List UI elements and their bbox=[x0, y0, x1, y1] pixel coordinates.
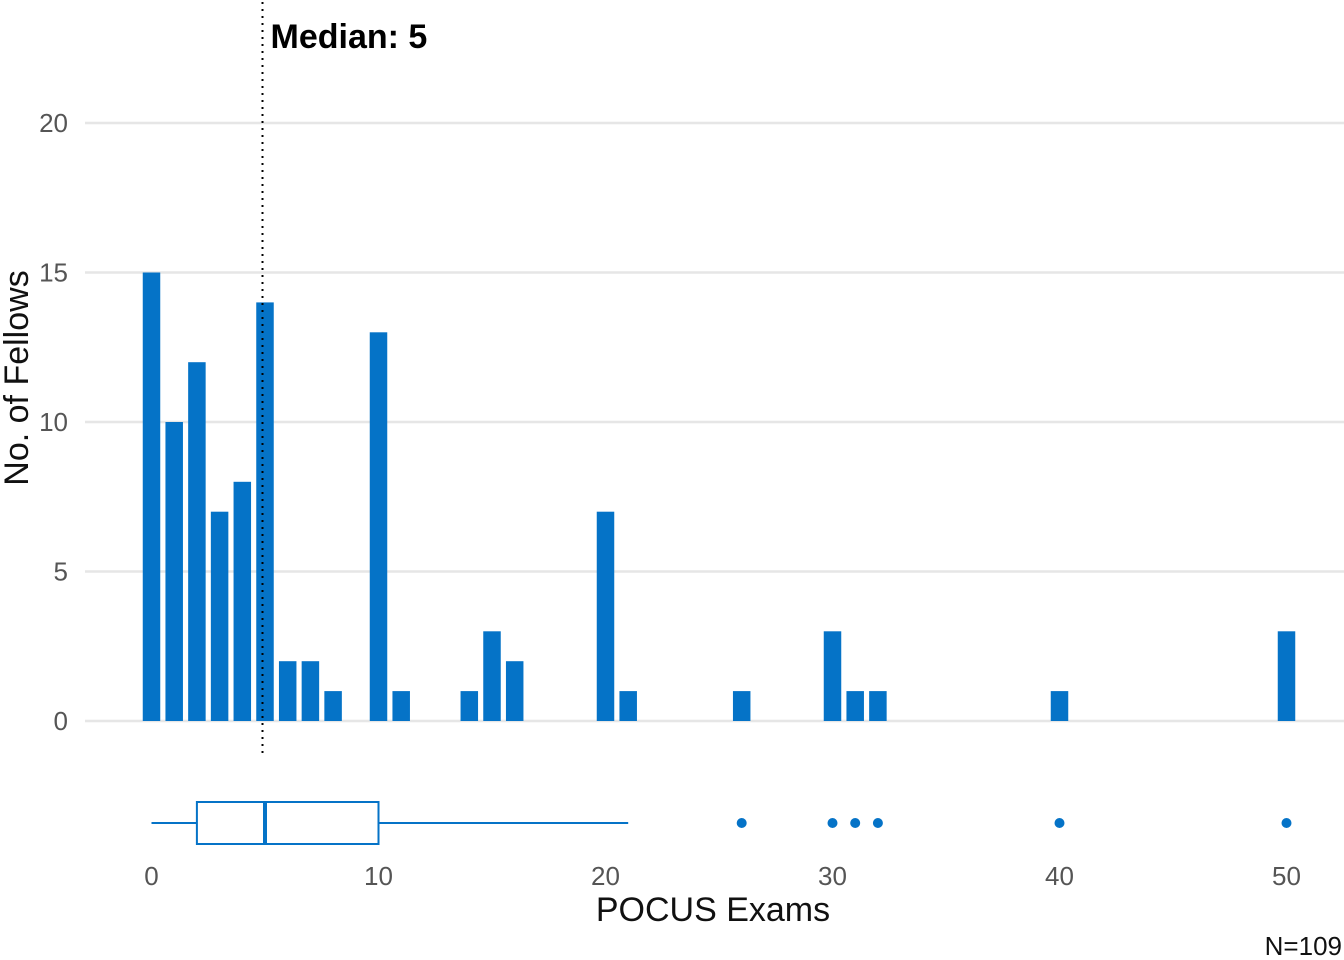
bar-x-40 bbox=[1050, 691, 1069, 721]
x-tick-label-30: 30 bbox=[818, 861, 847, 891]
bar-x-6 bbox=[278, 661, 297, 721]
x-axis-ticks: 0 10 20 30 40 50 bbox=[144, 861, 1301, 891]
boxplot-outlier-32 bbox=[872, 818, 883, 828]
bar-x-21 bbox=[619, 691, 637, 721]
y-axis-ticks: 0 5 10 15 20 bbox=[39, 108, 68, 736]
bar-x-0 bbox=[142, 272, 161, 721]
y-tick-label-15: 15 bbox=[39, 258, 68, 288]
y-tick-label-20: 20 bbox=[39, 108, 68, 138]
boxplot-outlier-40 bbox=[1054, 818, 1065, 828]
bar-x-4 bbox=[233, 481, 252, 721]
bar-x-3 bbox=[210, 511, 229, 721]
y-tick-label-10: 10 bbox=[39, 407, 68, 437]
bar-x-30 bbox=[823, 631, 842, 721]
boxplot-outlier-31 bbox=[850, 818, 861, 828]
boxplot-outlier-50 bbox=[1281, 818, 1292, 828]
median-label: Median: 5 bbox=[271, 18, 428, 56]
bar-x-1 bbox=[165, 422, 183, 721]
boxplot-outlier-30 bbox=[827, 818, 838, 828]
x-tick-label-0: 0 bbox=[144, 861, 158, 891]
bar-x-16 bbox=[505, 661, 524, 721]
x-axis-title: POCUS Exams bbox=[596, 891, 830, 929]
boxplot bbox=[151, 801, 1292, 845]
sample-size-caption: N=109 bbox=[1265, 931, 1342, 960]
x-tick-label-50: 50 bbox=[1272, 861, 1301, 891]
bar-x-11 bbox=[392, 691, 410, 721]
bar-x-7 bbox=[301, 661, 320, 721]
bar-x-15 bbox=[483, 631, 501, 721]
y-tick-label-5: 5 bbox=[54, 557, 68, 587]
y-axis-title: No. of Fellows bbox=[0, 270, 36, 485]
boxplot-box bbox=[195, 801, 380, 845]
bar-x-32 bbox=[869, 691, 887, 721]
x-tick-label-20: 20 bbox=[591, 861, 620, 891]
boxplot-outlier-26 bbox=[736, 818, 747, 828]
bars bbox=[142, 272, 1296, 721]
x-tick-label-40: 40 bbox=[1045, 861, 1074, 891]
x-tick-label-10: 10 bbox=[364, 861, 393, 891]
bar-x-10 bbox=[369, 332, 388, 721]
bar-x-50 bbox=[1277, 631, 1296, 721]
gridlines bbox=[85, 121, 1344, 723]
bar-x-5 bbox=[256, 302, 274, 721]
bar-x-26 bbox=[732, 691, 751, 721]
bar-x-2 bbox=[188, 362, 206, 721]
y-tick-label-0: 0 bbox=[54, 706, 68, 736]
bar-x-8 bbox=[324, 691, 342, 721]
bar-x-31 bbox=[846, 691, 864, 721]
bar-x-20 bbox=[596, 511, 615, 721]
bar-x-14 bbox=[460, 691, 479, 721]
